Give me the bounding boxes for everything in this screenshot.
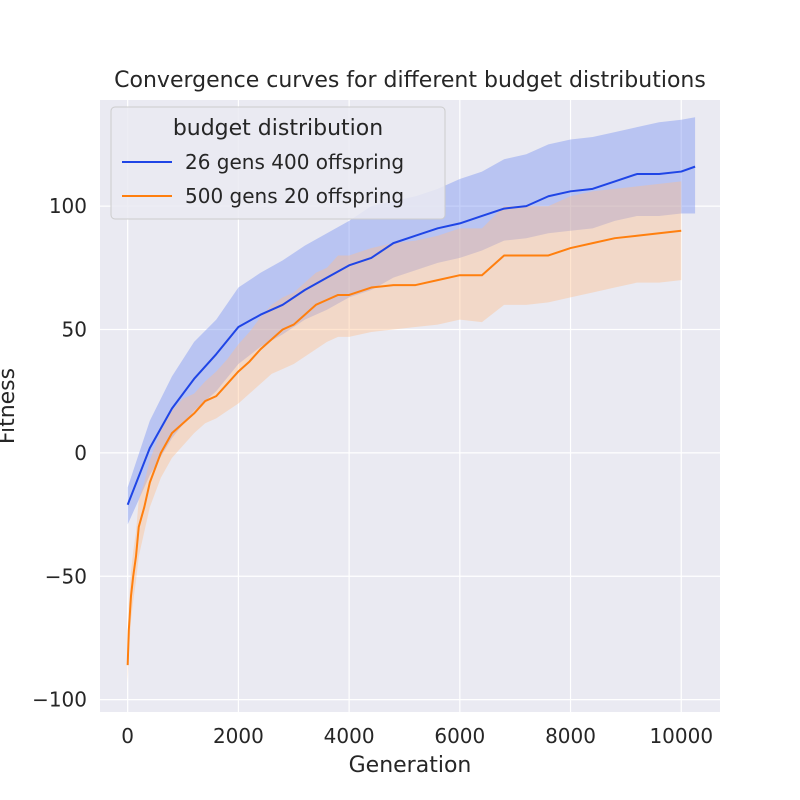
y-tick-label: −100 (32, 688, 87, 712)
line-series-2 (126, 229, 682, 666)
x-tick-label: 4000 (324, 724, 375, 748)
x-axis-ticks: 0 2000 4000 6000 8000 10000 (121, 724, 713, 748)
x-tick-label: 10000 (649, 724, 713, 748)
series-lines (126, 165, 696, 666)
x-tick-label: 0 (121, 724, 134, 748)
confidence-bands (127, 117, 696, 683)
y-tick-label: 50 (62, 318, 87, 342)
legend-frame (110, 106, 446, 220)
x-tick-label: 2000 (213, 724, 264, 748)
y-tick-label: −50 (45, 564, 87, 588)
chart-title: Convergence curves for different budget … (114, 68, 706, 93)
y-tick-label: 100 (49, 194, 87, 218)
confidence-band-series-1 (127, 117, 696, 525)
x-tick-label: 8000 (545, 724, 596, 748)
x-tick-label: 6000 (434, 724, 485, 748)
line-series-1 (126, 165, 696, 506)
y-axis-ticks: −100 −50 0 50 100 (32, 194, 87, 712)
y-axis-label: Fitness (0, 368, 20, 444)
x-axis-label: Generation (349, 753, 472, 778)
confidence-band-series-2 (127, 181, 682, 683)
legend: budget distribution 26 gens 400 offsprin… (110, 106, 446, 220)
y-tick-label: 0 (74, 441, 87, 465)
legend-label-series-1: 26 gens 400 offspring (185, 150, 404, 174)
legend-title: budget distribution (173, 116, 383, 141)
legend-label-series-2: 500 gens 20 offspring (185, 184, 404, 208)
